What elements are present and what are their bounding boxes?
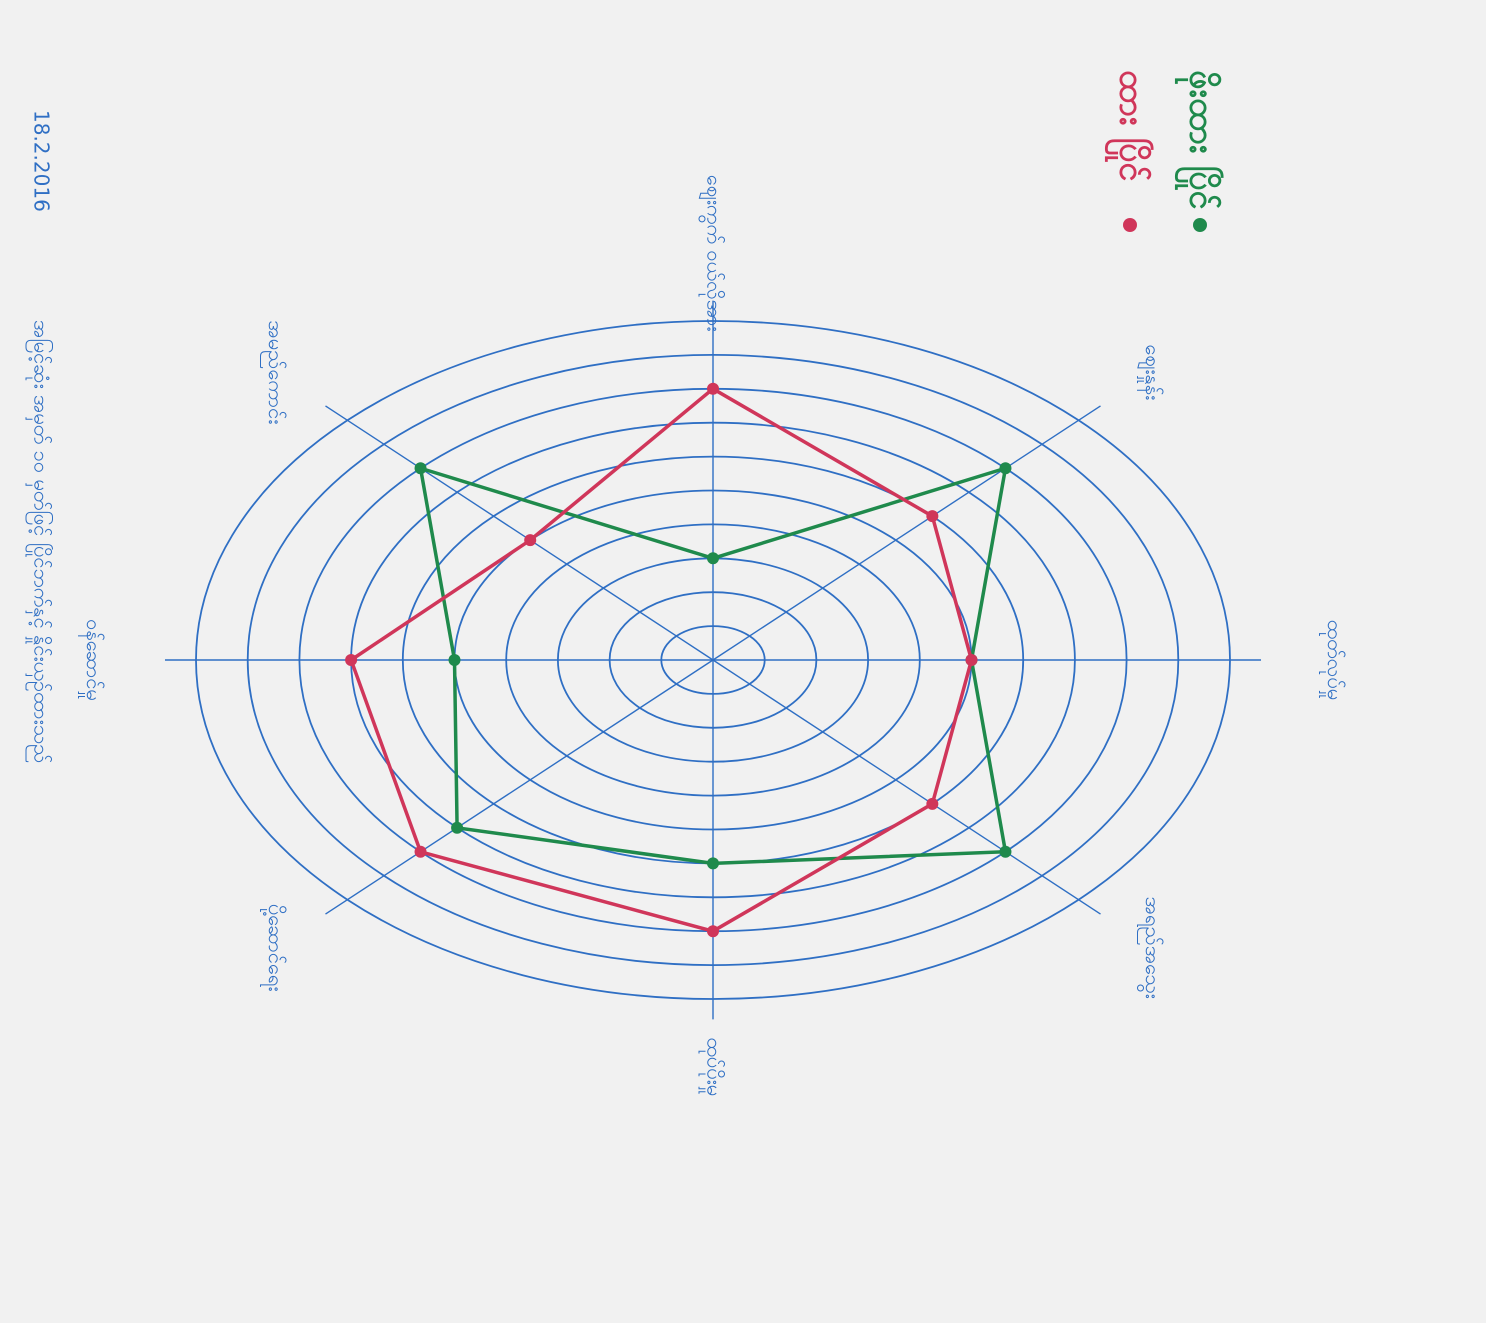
date: 18.2.2016: [30, 110, 54, 212]
legend-label: ထား ပြိုင်: [1105, 70, 1153, 181]
data-point: [448, 654, 461, 666]
category-label: အရည်အသွေး: [1137, 897, 1165, 999]
category-label: ဈေးကွက် ဝယ်လိုအား: [699, 175, 727, 332]
data-point: [926, 797, 939, 810]
data-point: [707, 552, 719, 565]
legend-marker: [1193, 218, 1207, 232]
axis-line: [712, 659, 1101, 915]
legend-label: ဖိုးထား ပြိုင်: [1175, 70, 1223, 209]
data-point: [999, 845, 1012, 858]
data-point: [414, 462, 427, 475]
data-point: [524, 534, 537, 547]
data-point: [707, 925, 719, 938]
data-point: [965, 654, 978, 666]
category-label: ထုတ်လုပ်မှု: [1319, 620, 1347, 700]
data-point: [345, 654, 358, 666]
axis-line: [712, 405, 1101, 661]
axis-line: [325, 659, 714, 915]
category-label: ထုပ်ပိုးမှု: [699, 1037, 727, 1096]
data-point: [414, 845, 427, 858]
data-point: [451, 821, 464, 834]
category-label: ပို့ဆောင်ရေး: [260, 904, 288, 992]
category-label: အမည်ကောင်း: [260, 320, 288, 424]
category-label: ဈေးနှုန်း: [1137, 344, 1165, 400]
data-point: [707, 857, 719, 870]
category-label: ဝန်ဆောင်မှု: [78, 619, 106, 701]
axis-line: [325, 405, 714, 661]
data-point: [926, 510, 939, 523]
data-point: [707, 382, 719, 395]
legend-marker: [1123, 218, 1137, 232]
note: အမြင့်ဆုံး အမှတ် ၁၀ မှတ်ဖြင့် ပြိုင်ဘက်န…: [26, 320, 54, 763]
data-point: [999, 462, 1012, 475]
